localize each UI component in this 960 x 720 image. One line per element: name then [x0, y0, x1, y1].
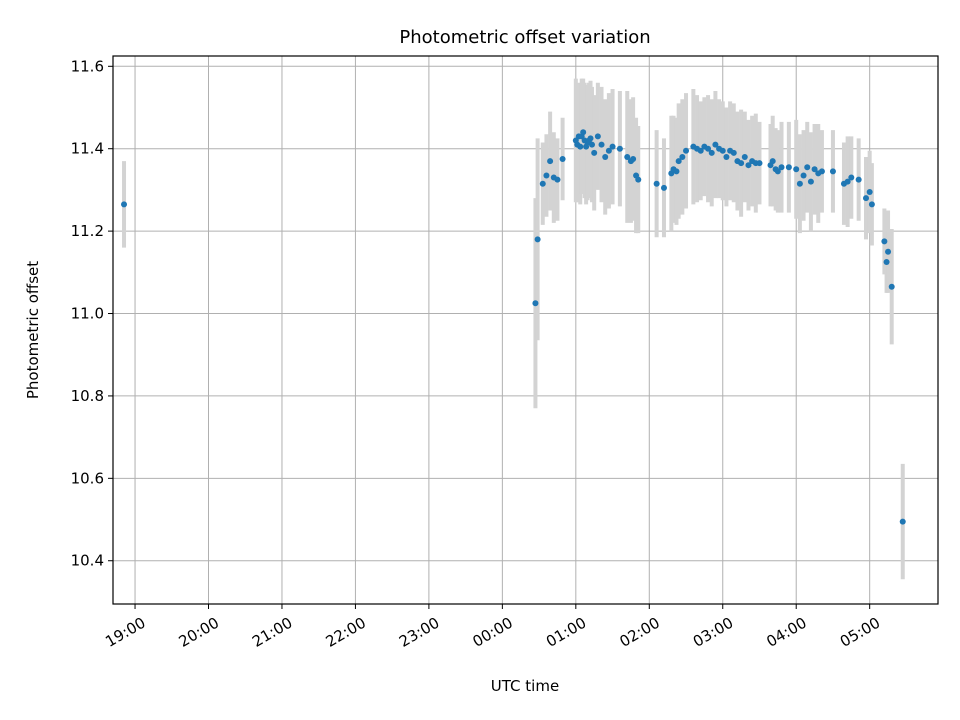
data-point — [881, 238, 888, 245]
x-tick-label: 22:00 — [323, 614, 369, 651]
data-point — [616, 145, 623, 152]
y-tick-label: 10.6 — [71, 469, 104, 487]
data-point — [855, 176, 862, 183]
data-points — [121, 129, 906, 525]
data-point — [653, 180, 660, 187]
data-point — [673, 168, 680, 175]
data-point — [807, 178, 814, 185]
data-point — [829, 168, 836, 175]
data-point — [679, 153, 686, 160]
data-point — [745, 162, 752, 169]
data-point — [559, 156, 566, 163]
data-point — [730, 149, 737, 156]
data-point — [580, 129, 587, 136]
data-point — [547, 158, 554, 165]
y-tick-label: 11.2 — [71, 222, 104, 240]
data-point — [534, 236, 541, 243]
data-point — [121, 201, 128, 208]
y-tick-label: 11.4 — [71, 140, 104, 158]
data-point — [635, 176, 642, 183]
data-point — [756, 160, 763, 167]
data-point — [868, 201, 875, 208]
data-point — [539, 180, 546, 187]
x-tick-label: 04:00 — [763, 614, 809, 651]
data-point — [675, 158, 682, 165]
data-point — [705, 145, 712, 152]
data-point — [712, 141, 719, 148]
y-axis-label: Photometric offset — [24, 261, 42, 399]
data-point — [719, 147, 726, 154]
x-tick-label: 02:00 — [616, 614, 662, 651]
errorbars — [122, 78, 905, 580]
y-tick-label: 10.4 — [71, 552, 104, 570]
data-point — [660, 184, 667, 191]
y-tick-label: 11.0 — [71, 305, 104, 323]
x-tick-label: 23:00 — [396, 614, 442, 651]
data-point — [683, 147, 690, 154]
data-point — [605, 147, 612, 154]
data-point — [800, 172, 807, 179]
x-tick-label: 01:00 — [543, 614, 589, 651]
x-tick-label: 21:00 — [249, 614, 295, 651]
data-point — [785, 164, 792, 171]
plot-frame — [112, 55, 939, 605]
data-point — [885, 248, 892, 255]
data-point — [811, 166, 818, 173]
data-point — [602, 153, 609, 160]
x-tick-label: 03:00 — [690, 614, 736, 651]
data-point — [543, 172, 550, 179]
data-point — [624, 153, 631, 160]
data-point — [554, 176, 561, 183]
data-point — [778, 164, 785, 171]
data-point — [863, 195, 870, 202]
data-point — [866, 188, 873, 195]
x-tick-label: 00:00 — [470, 614, 516, 651]
data-point — [769, 158, 776, 165]
y-tick-label: 11.6 — [71, 57, 104, 75]
y-tick-label: 10.8 — [71, 387, 104, 405]
data-point — [848, 174, 855, 181]
x-tick-label: 20:00 — [176, 614, 222, 651]
data-point — [630, 156, 637, 163]
data-point — [804, 164, 811, 171]
data-point — [708, 149, 715, 156]
data-point — [577, 143, 584, 150]
x-tick-label: 05:00 — [837, 614, 883, 651]
data-point — [818, 168, 825, 175]
data-point — [591, 149, 598, 156]
x-axis-ticks: 19:00 20:00 21:00 22:00 23:00 00:00 01:00 02:00… — [102, 604, 883, 651]
data-point — [723, 153, 730, 160]
data-point — [883, 259, 890, 266]
data-point — [532, 300, 539, 307]
data-point — [741, 153, 748, 160]
chart-title: Photometric offset variation — [399, 27, 650, 48]
data-point — [598, 141, 605, 148]
data-point — [594, 133, 601, 140]
data-point — [774, 168, 781, 175]
data-point — [899, 518, 906, 525]
data-point — [796, 180, 803, 187]
data-point — [738, 160, 745, 167]
grid — [113, 56, 938, 604]
data-point — [844, 178, 851, 185]
data-point — [587, 135, 594, 142]
y-axis-ticks: 10.4 10.6 10.8 11.0 11.2 11.4 11.6 — [71, 57, 113, 570]
data-point — [588, 141, 595, 148]
data-point — [888, 283, 895, 290]
data-point — [697, 147, 704, 154]
x-axis-label: UTC time — [491, 677, 559, 695]
data-point — [609, 143, 616, 150]
data-point — [793, 166, 800, 173]
x-tick-label: 19:00 — [102, 614, 148, 651]
